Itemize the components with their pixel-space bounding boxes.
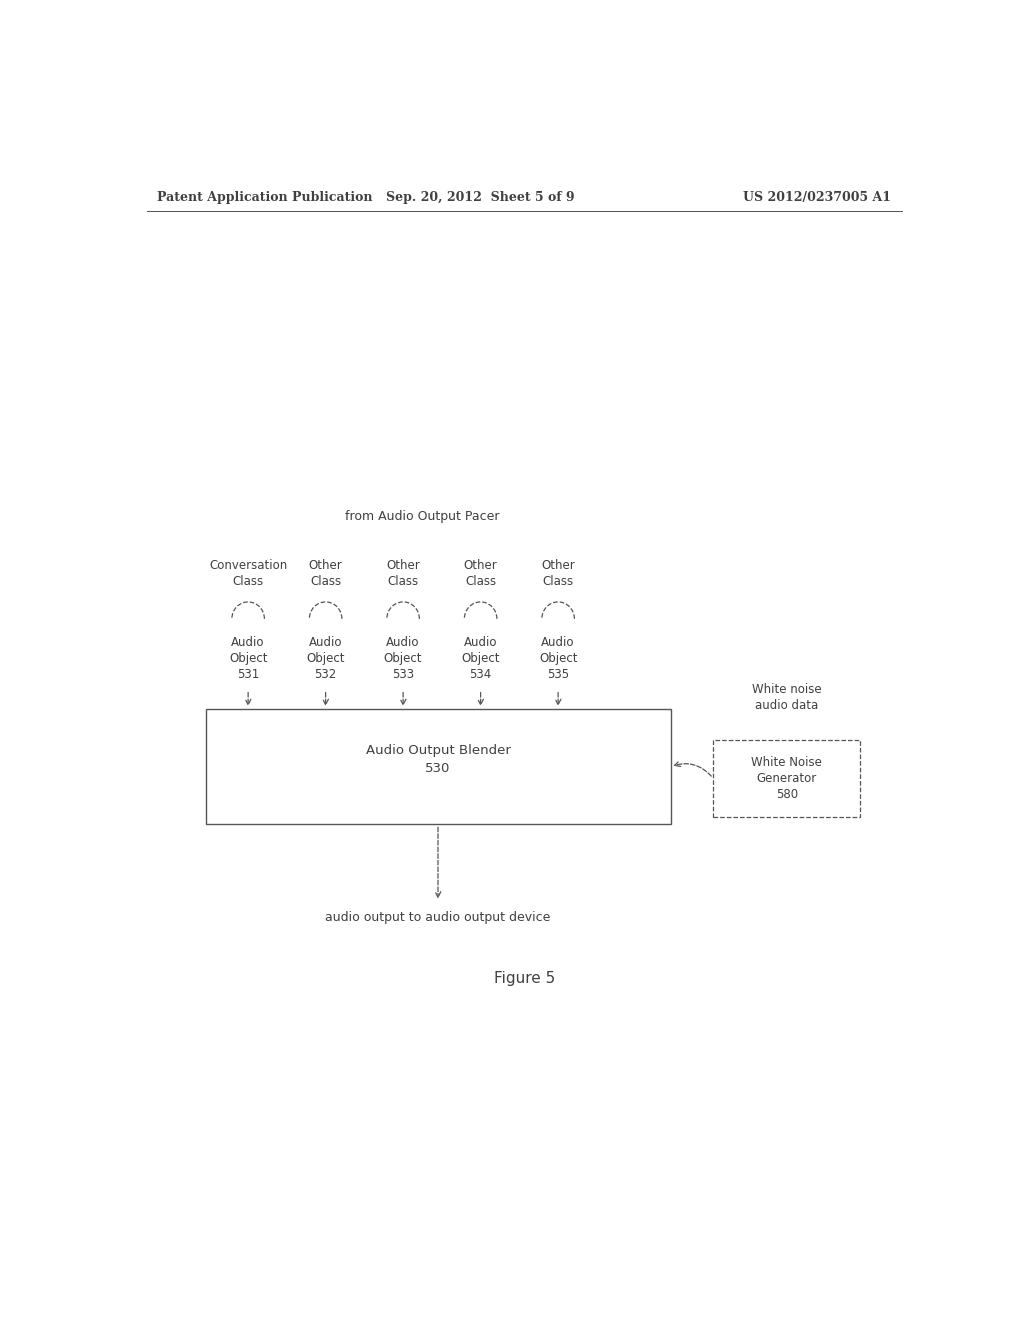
Text: Audio
Object
534: Audio Object 534 xyxy=(462,636,500,681)
Text: White noise
audio data: White noise audio data xyxy=(752,682,821,711)
Text: from Audio Output Pacer: from Audio Output Pacer xyxy=(345,510,500,523)
Text: Other
Class: Other Class xyxy=(386,558,420,587)
Text: Other
Class: Other Class xyxy=(309,558,342,587)
Text: Conversation
Class: Conversation Class xyxy=(209,558,288,587)
Text: Audio
Object
533: Audio Object 533 xyxy=(384,636,422,681)
Text: Figure 5: Figure 5 xyxy=(495,972,555,986)
Text: Sep. 20, 2012  Sheet 5 of 9: Sep. 20, 2012 Sheet 5 of 9 xyxy=(386,190,574,203)
Bar xyxy=(713,739,860,817)
Text: Audio
Object
531: Audio Object 531 xyxy=(229,636,267,681)
Text: Patent Application Publication: Patent Application Publication xyxy=(158,190,373,203)
Text: Other
Class: Other Class xyxy=(464,558,498,587)
Text: White Noise
Generator
580: White Noise Generator 580 xyxy=(752,756,822,801)
Text: audio output to audio output device: audio output to audio output device xyxy=(326,912,551,924)
Text: US 2012/0237005 A1: US 2012/0237005 A1 xyxy=(743,190,891,203)
Text: Audio
Object
532: Audio Object 532 xyxy=(306,636,345,681)
Text: Other
Class: Other Class xyxy=(542,558,575,587)
Text: Audio
Object
535: Audio Object 535 xyxy=(539,636,578,681)
Bar xyxy=(206,709,671,825)
Text: Audio Output Blender
530: Audio Output Blender 530 xyxy=(366,743,510,775)
